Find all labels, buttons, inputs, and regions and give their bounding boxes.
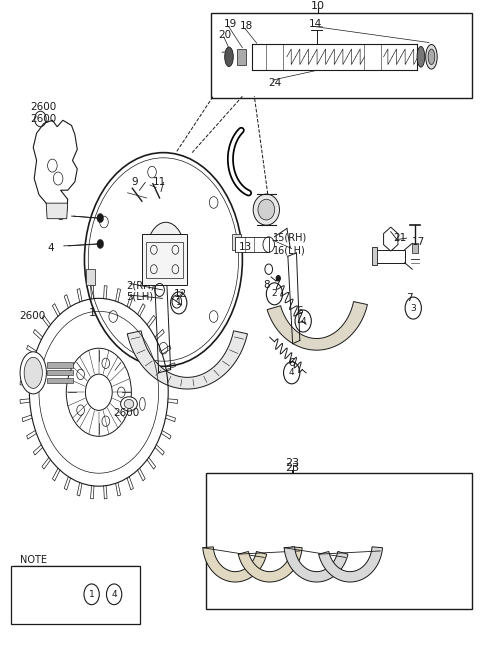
Bar	[375, 250, 405, 263]
Bar	[47, 363, 73, 368]
Text: 4: 4	[300, 316, 306, 325]
Ellipse shape	[258, 200, 275, 220]
Text: 17: 17	[411, 237, 425, 247]
Ellipse shape	[140, 398, 145, 410]
Bar	[47, 370, 73, 376]
Text: 2600: 2600	[30, 114, 57, 124]
Bar	[372, 247, 377, 265]
Text: 2: 2	[272, 289, 277, 299]
Ellipse shape	[20, 352, 47, 394]
Polygon shape	[284, 547, 348, 582]
Text: 20: 20	[218, 30, 231, 40]
Text: 16(LH): 16(LH)	[273, 245, 305, 256]
Text: 2(RH): 2(RH)	[126, 280, 155, 290]
Text: 9: 9	[131, 177, 137, 187]
Text: 2600: 2600	[19, 311, 45, 321]
Polygon shape	[238, 547, 302, 582]
Ellipse shape	[253, 194, 279, 225]
Ellipse shape	[120, 397, 137, 411]
Text: ~: ~	[102, 589, 111, 599]
Text: 11: 11	[153, 177, 166, 187]
Circle shape	[276, 276, 280, 281]
Bar	[232, 234, 241, 250]
Text: 21: 21	[393, 233, 407, 243]
Text: 5(LH): 5(LH)	[126, 291, 153, 301]
Ellipse shape	[147, 222, 185, 284]
Bar	[11, 566, 141, 624]
Bar	[146, 242, 183, 278]
Polygon shape	[267, 301, 367, 350]
Polygon shape	[319, 547, 383, 582]
Text: 3: 3	[57, 213, 64, 222]
Text: 7: 7	[407, 293, 413, 303]
Text: 18: 18	[240, 22, 253, 31]
Ellipse shape	[428, 49, 435, 65]
Circle shape	[97, 239, 104, 248]
Ellipse shape	[417, 46, 425, 67]
Polygon shape	[46, 203, 68, 218]
Ellipse shape	[24, 357, 42, 389]
Text: 12: 12	[174, 289, 187, 299]
Ellipse shape	[426, 44, 437, 69]
Text: NOTE: NOTE	[20, 554, 47, 565]
Bar	[235, 237, 269, 252]
Polygon shape	[384, 227, 398, 251]
Text: 13: 13	[239, 242, 252, 252]
Text: 1: 1	[176, 299, 181, 307]
Bar	[211, 14, 472, 98]
Bar	[142, 233, 187, 286]
Text: 8: 8	[263, 280, 270, 289]
Bar	[237, 49, 246, 65]
Text: 1: 1	[89, 308, 96, 318]
Text: 3: 3	[410, 304, 416, 312]
Bar	[206, 473, 472, 609]
Bar	[85, 269, 95, 285]
Bar	[412, 243, 418, 253]
Bar	[47, 378, 73, 383]
Text: 4: 4	[289, 368, 295, 378]
Text: 14: 14	[309, 20, 322, 29]
Text: 4: 4	[111, 590, 117, 599]
Polygon shape	[127, 331, 248, 389]
Text: 6: 6	[288, 358, 295, 368]
Text: 24: 24	[268, 78, 281, 88]
Text: 23: 23	[286, 458, 300, 469]
Text: 6: 6	[297, 306, 303, 316]
Polygon shape	[33, 120, 77, 216]
Polygon shape	[203, 547, 267, 582]
Circle shape	[97, 213, 104, 222]
Text: 4: 4	[47, 243, 54, 253]
Text: 2600: 2600	[30, 102, 57, 112]
Text: 2600: 2600	[113, 408, 139, 418]
Ellipse shape	[225, 47, 233, 67]
Text: 15(RH): 15(RH)	[273, 233, 307, 243]
Text: 10: 10	[311, 1, 325, 11]
Ellipse shape	[124, 400, 134, 408]
Text: 19: 19	[224, 20, 237, 29]
Text: THE NO. 22 :: THE NO. 22 :	[18, 589, 82, 599]
Text: 23: 23	[285, 463, 299, 473]
Text: 1: 1	[89, 590, 95, 599]
